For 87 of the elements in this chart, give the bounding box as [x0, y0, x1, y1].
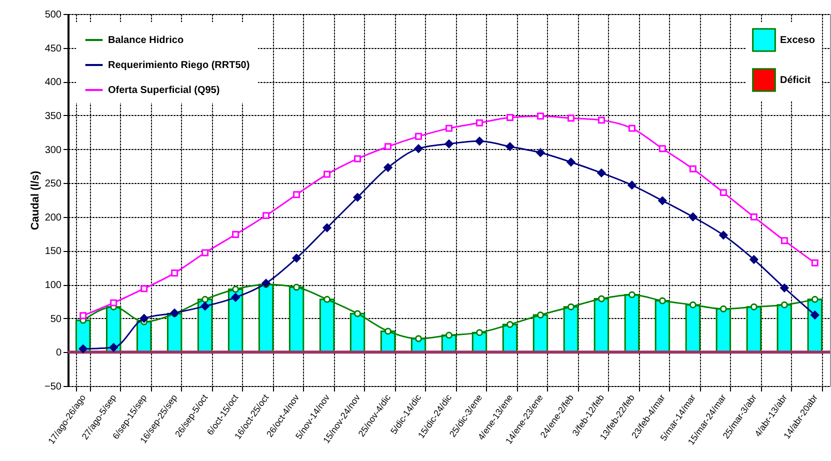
point [384, 143, 392, 150]
point [506, 114, 514, 121]
point [446, 124, 452, 132]
point [628, 124, 636, 132]
y-tick-label: 350 [44, 110, 62, 122]
point [293, 191, 300, 198]
point [446, 332, 452, 339]
point [444, 140, 454, 148]
y-tick-label: 500 [44, 10, 62, 20]
point [324, 296, 331, 303]
y-tick-label: 150 [44, 246, 62, 258]
point [476, 329, 483, 336]
y-tick-label: 200 [44, 212, 62, 224]
point [811, 259, 818, 266]
point [80, 312, 87, 320]
point [353, 193, 362, 202]
y-tick-label: 100 [44, 280, 62, 292]
point [598, 116, 605, 124]
point [506, 320, 514, 328]
legend-label: Déficit [780, 75, 812, 86]
point [567, 303, 574, 310]
point [262, 278, 270, 288]
point [780, 237, 788, 244]
y-tick-label: −50 [44, 382, 62, 392]
point [567, 114, 574, 122]
point [810, 310, 820, 320]
point [536, 148, 545, 157]
point [476, 119, 483, 126]
point [720, 305, 727, 312]
point [354, 310, 362, 318]
point [658, 297, 666, 304]
point [232, 231, 240, 238]
y-tick-label: 300 [44, 144, 62, 156]
point [536, 312, 544, 318]
point [689, 165, 696, 172]
point [232, 286, 240, 293]
point [750, 255, 758, 264]
y-tick-label: 250 [44, 178, 62, 190]
point [688, 212, 698, 222]
point [719, 230, 728, 240]
point [811, 296, 818, 303]
point [202, 249, 209, 256]
point [780, 284, 789, 292]
legend-label: Oferta Superficial (Q95) [108, 85, 220, 96]
point [750, 213, 758, 220]
y-tick-label: 50 [50, 314, 62, 325]
point [475, 136, 484, 146]
point [506, 142, 514, 151]
point [414, 144, 423, 153]
legend-label: Balance Hidrico [108, 35, 184, 46]
point [140, 285, 148, 292]
legend-label: Exceso [780, 35, 816, 46]
point [689, 301, 696, 308]
point [78, 344, 88, 354]
point [110, 299, 118, 306]
point [658, 196, 667, 205]
point [293, 284, 300, 291]
point [628, 291, 636, 298]
point [231, 293, 240, 302]
y-tick-label: 0 [56, 348, 62, 359]
point [324, 170, 331, 178]
point [171, 270, 178, 277]
point [384, 328, 392, 335]
point [262, 212, 270, 220]
point [415, 335, 422, 342]
point [354, 155, 362, 162]
point [322, 223, 332, 232]
point [566, 158, 576, 166]
y-tick-label: 450 [44, 43, 62, 54]
y-tick-label: 400 [44, 77, 62, 88]
point [658, 145, 666, 152]
y-axis-title: Caudal (l/s) [30, 170, 42, 230]
point [384, 163, 392, 172]
point [140, 314, 148, 323]
point [109, 343, 118, 352]
point [415, 132, 422, 140]
point [720, 189, 727, 196]
point [750, 303, 758, 310]
point [780, 301, 788, 308]
point [598, 295, 605, 302]
point [292, 254, 301, 262]
legend-label: Requerimiento Riego (RRT50) [108, 60, 250, 71]
point [597, 168, 606, 178]
point [536, 112, 544, 120]
point [202, 296, 209, 303]
point [200, 302, 210, 310]
point [628, 180, 636, 190]
